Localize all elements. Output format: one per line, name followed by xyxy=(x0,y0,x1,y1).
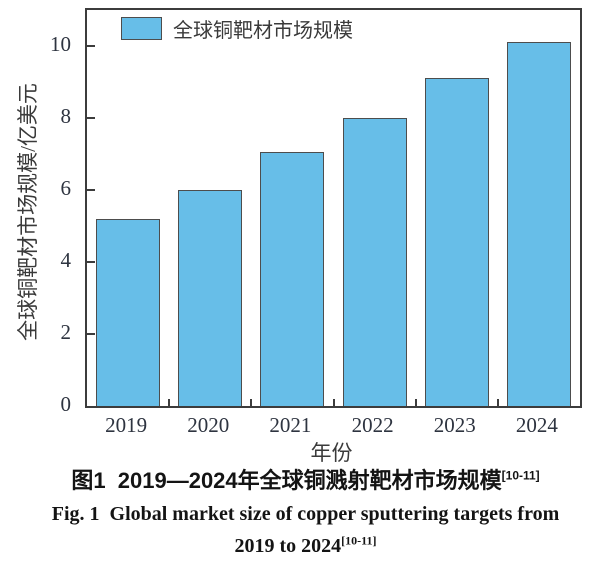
x-axis-tick-1 xyxy=(168,399,171,406)
bar-2024 xyxy=(506,42,571,406)
x-axis-tick-label-2021: 2021 xyxy=(269,413,312,437)
x-axis-tick-label-2022: 2022 xyxy=(351,413,394,437)
y-axis-tick-label-8: 8 xyxy=(60,104,72,128)
x-axis-tick-5 xyxy=(496,399,499,406)
legend-swatch xyxy=(121,17,162,40)
bar-2021 xyxy=(260,152,325,406)
citation-superscript: [10-11] xyxy=(501,468,540,483)
y-axis-tick-label-6: 6 xyxy=(60,176,72,200)
legend-label: 全球铜靶材市场规模 xyxy=(173,20,353,42)
x-axis-tick-3 xyxy=(332,399,335,406)
bar-2022 xyxy=(342,118,407,406)
x-axis-tick-label-2019: 2019 xyxy=(105,413,148,437)
x-axis-tick-2 xyxy=(250,399,253,406)
legend: 全球铜靶材市场规模 xyxy=(121,14,353,43)
x-axis-tick-label-2020: 2020 xyxy=(187,413,230,437)
plot-area: 全球铜靶材市场规模 xyxy=(85,8,582,408)
y-axis-tick-label-4: 4 xyxy=(60,248,72,272)
citation-superscript: [10-11] xyxy=(341,533,377,548)
caption-chinese-text: 图1 2019—2024年全球铜溅射靶材市场规模 xyxy=(71,468,502,493)
y-axis-tick-label-2: 2 xyxy=(60,320,72,344)
x-axis-tick-label-2024: 2024 xyxy=(515,413,558,437)
y-axis-tick-4 xyxy=(87,261,95,263)
y-axis-tick-2 xyxy=(87,333,95,335)
y-axis-tick-label-10: 10 xyxy=(50,32,71,56)
bar-2020 xyxy=(178,190,243,406)
y-axis-tick-label-0: 0 xyxy=(60,392,72,416)
y-axis-tick-8 xyxy=(87,117,95,119)
caption-chinese: 图1 2019—2024年全球铜溅射靶材市场规模[10-11] xyxy=(0,463,611,495)
caption-english-line1: Fig. 1 Global market size of copper sput… xyxy=(51,503,560,525)
x-axis-title: 年份 xyxy=(310,441,353,465)
x-axis-tick-label-2023: 2023 xyxy=(433,413,476,437)
caption-english-line2-text: 2019 to 2024 xyxy=(234,535,342,557)
x-axis-tick-labels: 2019 2020 2021 2022 2023 2024 xyxy=(85,412,578,438)
y-axis-tick-10 xyxy=(87,45,95,47)
y-axis-tick-6 xyxy=(87,189,95,191)
y-axis-tick-labels: 0 2 4 6 8 10 xyxy=(0,8,78,416)
x-axis-tick-4 xyxy=(414,399,417,406)
bar-2019 xyxy=(96,218,161,406)
bar-2023 xyxy=(424,78,489,406)
caption-english-line2: 2019 to 2024[10-11] xyxy=(0,533,611,558)
